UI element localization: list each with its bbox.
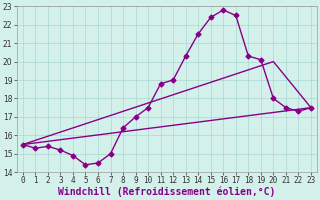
X-axis label: Windchill (Refroidissement éolien,°C): Windchill (Refroidissement éolien,°C) [58, 187, 276, 197]
